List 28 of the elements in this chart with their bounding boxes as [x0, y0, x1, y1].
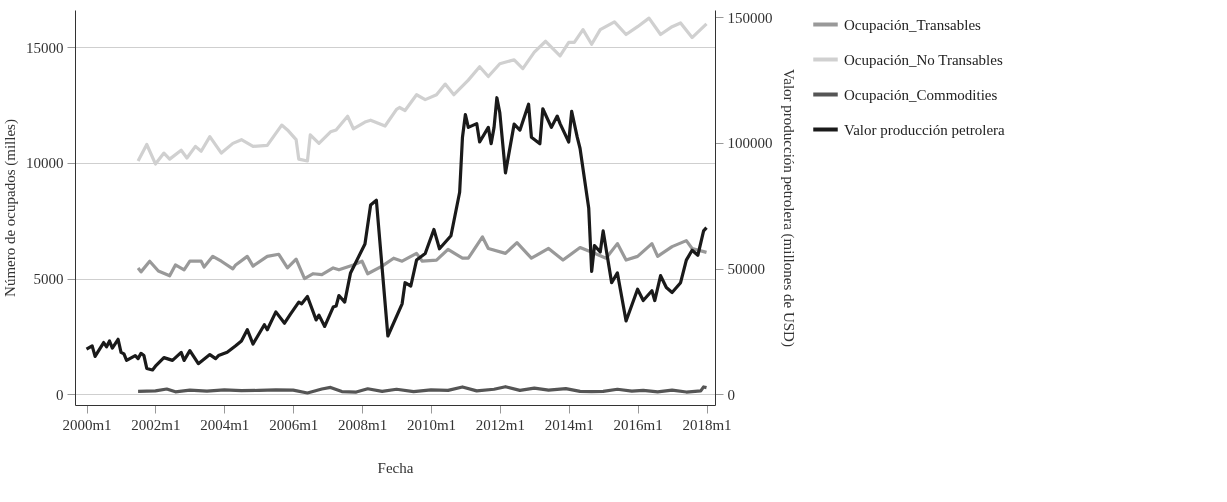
line-series [84, 96, 709, 372]
y2-tick-label: 150000 [727, 9, 773, 26]
legend-label: Ocupación_Transables [844, 16, 982, 33]
legend-label: Valor producción petrolera [844, 121, 1006, 138]
x-tick-label: 2008m1 [337, 416, 388, 433]
y2-tick-label: 50000 [727, 261, 765, 278]
x-tick-label: 2018m1 [682, 416, 732, 433]
legend-label: Ocupación_No Transables [844, 51, 1003, 68]
x-tick-label: 2010m1 [406, 416, 457, 433]
y-tick-label: 10000 [26, 155, 64, 172]
x-tick-label: 2002m1 [131, 416, 181, 433]
y2-tick-label: 100000 [727, 135, 773, 152]
y2-tick-label: 0 [727, 386, 735, 403]
line-series [136, 235, 709, 281]
legend-label: Ocupación_Commodities [844, 86, 998, 103]
x-axis-title: Fecha [377, 459, 414, 476]
x-tick-label: 2000m1 [62, 416, 112, 433]
y-axis-title: Número de ocupados (milles) [2, 119, 19, 297]
x-tick-label: 2004m1 [200, 416, 250, 433]
y-tick-label: 0 [56, 386, 64, 403]
x-tick-label: 2016m1 [613, 416, 663, 433]
x-tick-label: 2006m1 [269, 416, 319, 433]
y-tick-label: 5000 [33, 271, 64, 288]
x-tick-label: 2014m1 [544, 416, 594, 433]
x-tick-label: 2012m1 [475, 416, 525, 433]
y2-axis-title: Valor producción petrolera (millones de USD) [779, 69, 797, 347]
line-series [136, 385, 709, 395]
y-tick-label: 15000 [26, 39, 64, 56]
